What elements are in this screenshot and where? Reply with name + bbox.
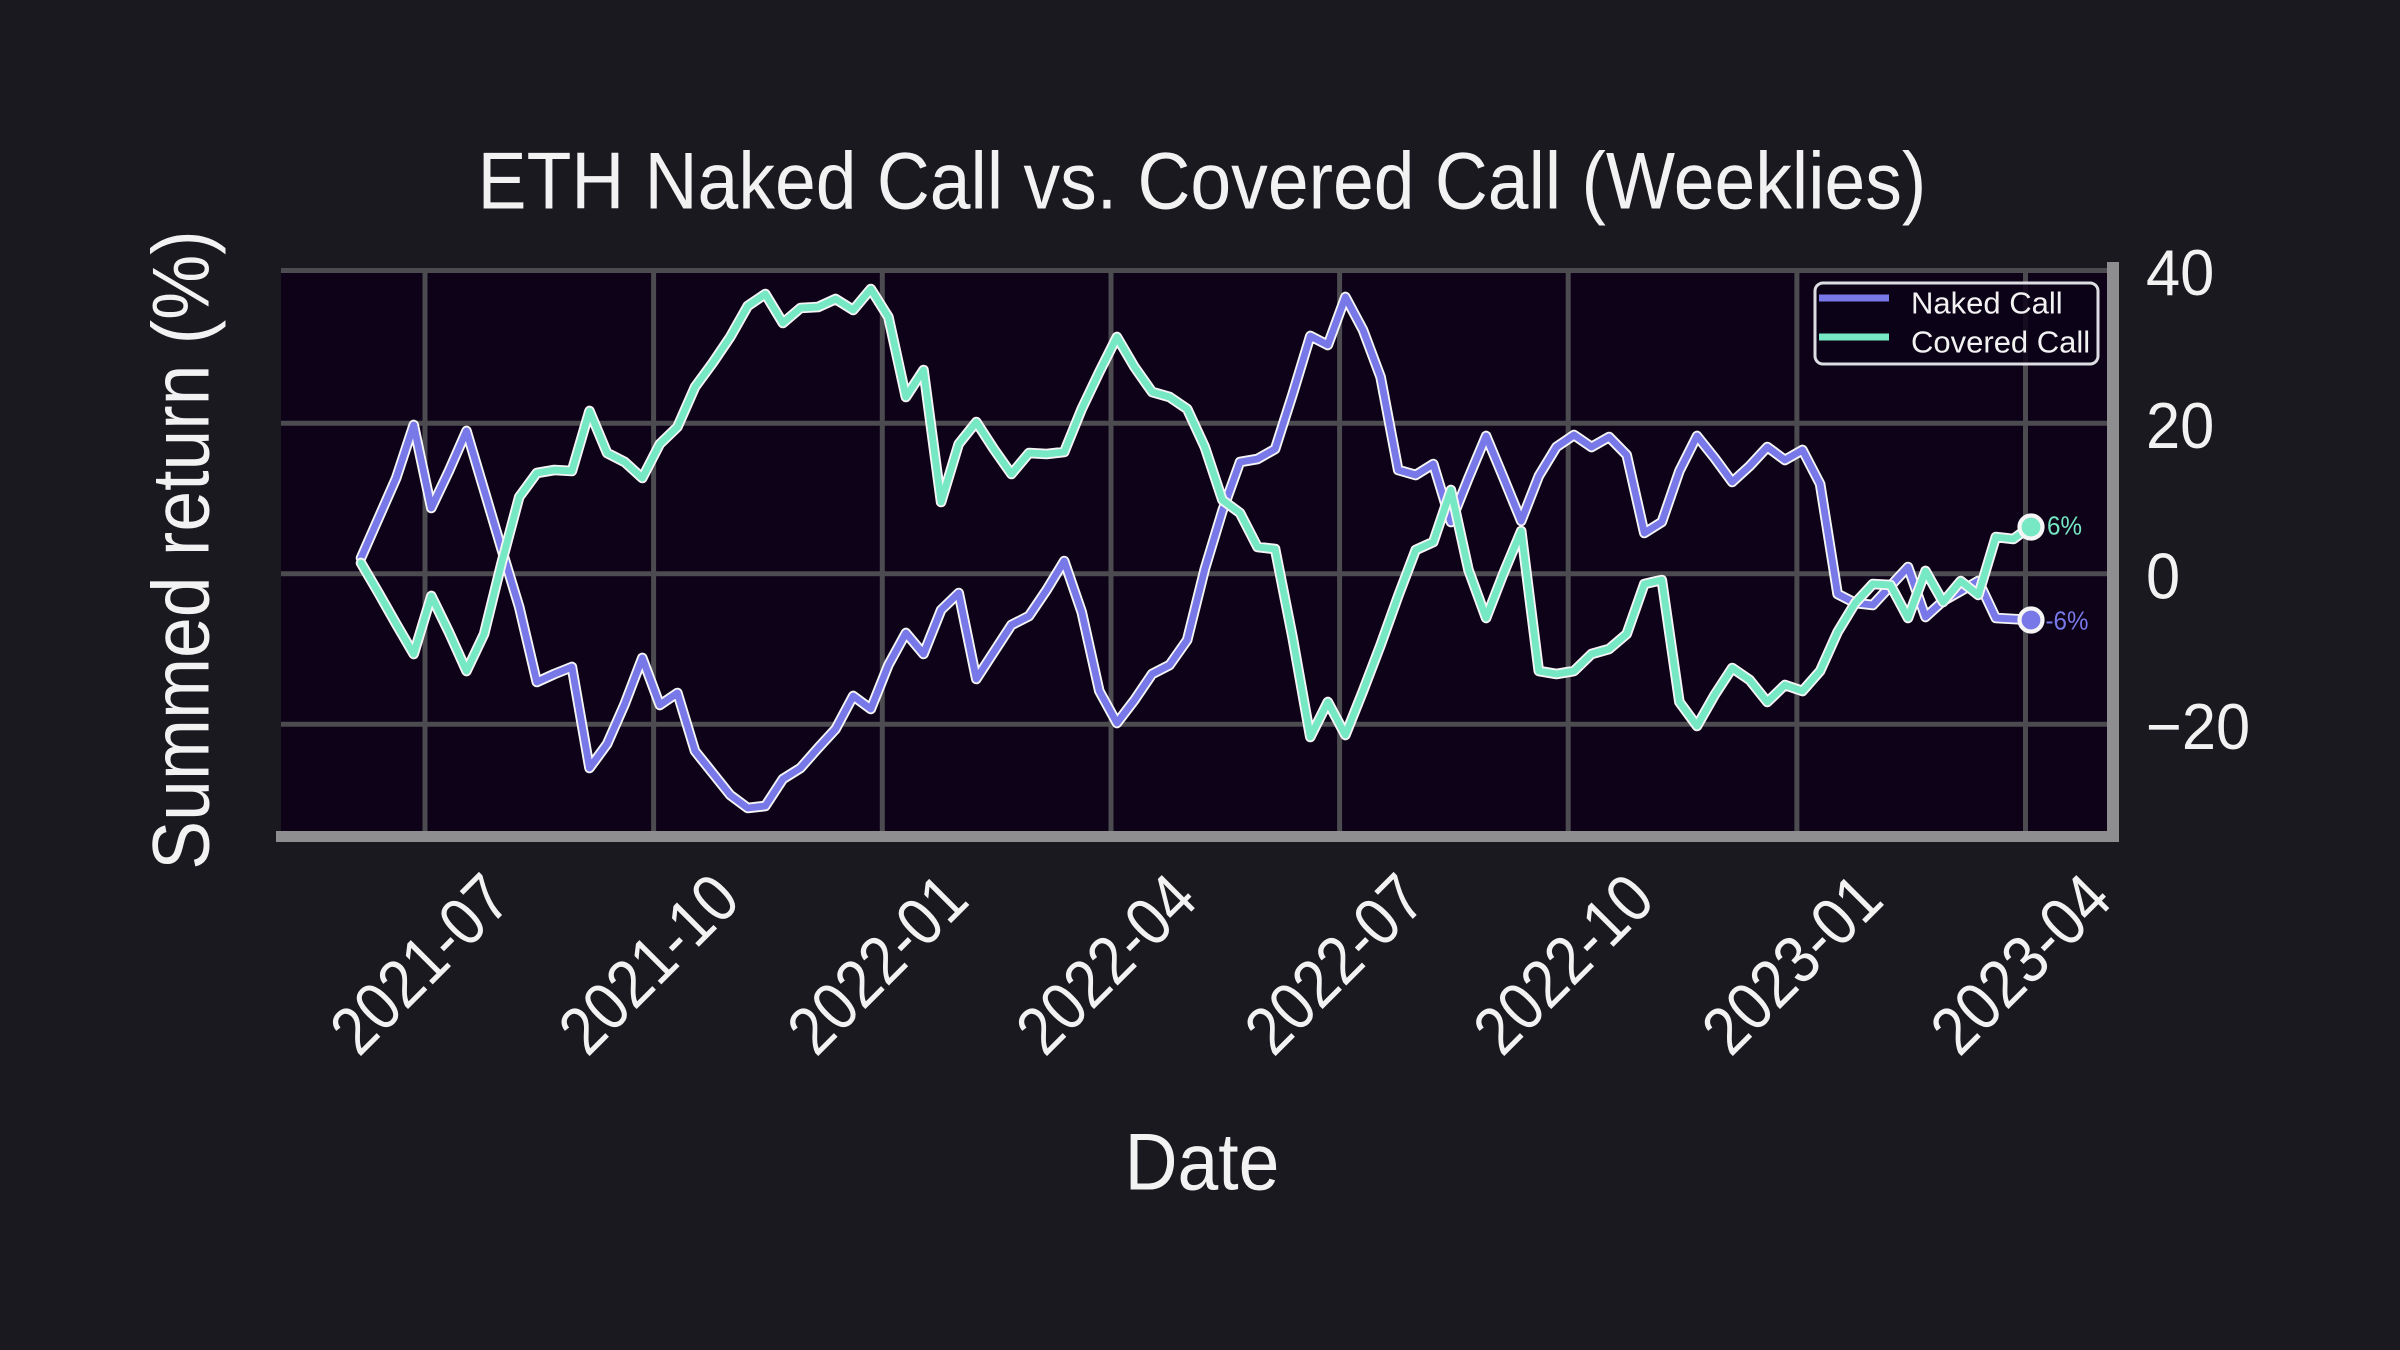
svg-text:Summed return (%): Summed return (%) — [136, 230, 226, 869]
svg-text:0: 0 — [2146, 541, 2180, 613]
svg-text:20: 20 — [2146, 390, 2214, 462]
svg-text:40: 40 — [2146, 238, 2214, 310]
svg-text:ETH Naked Call vs. Covered Cal: ETH Naked Call vs. Covered Call (Weeklie… — [478, 136, 1927, 226]
svg-text:-6%: -6% — [2046, 607, 2089, 636]
svg-text:6%: 6% — [2047, 512, 2082, 541]
svg-text:Covered Call: Covered Call — [1911, 325, 2090, 360]
svg-text:Naked Call: Naked Call — [1911, 286, 2063, 321]
svg-text:−20: −20 — [2146, 691, 2250, 763]
svg-text:Date: Date — [1125, 1117, 1280, 1207]
